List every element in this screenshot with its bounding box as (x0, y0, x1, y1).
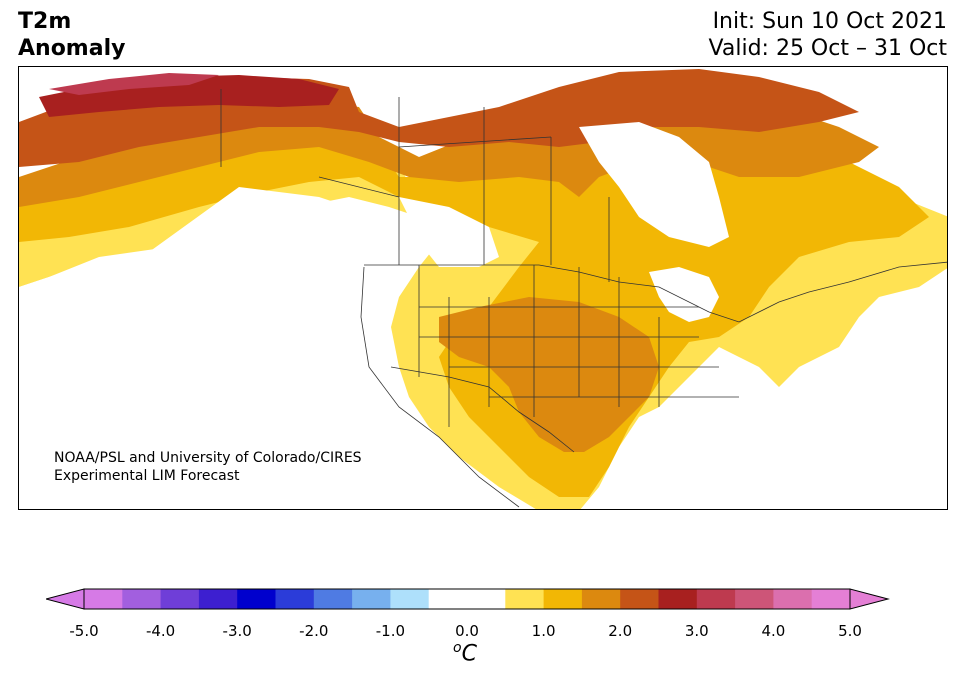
arctic-channels (349, 67, 499, 87)
valid-date: Valid: 25 Oct – 31 Oct (708, 36, 947, 61)
colorbar-bin (505, 589, 545, 609)
colorbar-bin (122, 589, 162, 609)
colorbar-frame (83, 588, 851, 610)
colorbar-tick-label: -4.0 (145, 622, 176, 640)
colorbar-bin (84, 589, 123, 609)
colorbar-bin (198, 589, 238, 609)
colorbar-bin (237, 589, 276, 609)
credit-line-1: NOAA/PSL and University of Colorado/CIRE… (54, 450, 362, 466)
colorbar-tick-label: -2.0 (299, 622, 329, 640)
colorbar-bin (735, 589, 774, 609)
colorbar-bin (467, 589, 506, 609)
colorbar-bin (275, 589, 315, 609)
canada-provinces (318, 97, 610, 282)
colorbar-unit: oC (453, 640, 477, 666)
init-date: Init: Sun 10 Oct 2021 (712, 9, 947, 34)
colorbar-bin (581, 589, 621, 609)
coastline (360, 261, 947, 508)
map-canvas (19, 67, 947, 509)
colorbar-tick-label: 4.0 (761, 622, 786, 640)
title-line-1: T2m (18, 9, 72, 34)
colorbar-under-arrow (46, 588, 85, 610)
atlantic (623, 317, 947, 509)
us-canada-border (364, 264, 850, 323)
colorbar-tick-label: 0.0 (455, 622, 479, 640)
political-borders (220, 89, 947, 508)
hudson-bay (579, 122, 729, 247)
colorbar-bin (313, 589, 353, 609)
colorbar-bin (543, 589, 583, 609)
map-title: T2m Anomaly (18, 8, 125, 62)
colorbar-bin (773, 589, 813, 609)
colorbar-bin (390, 589, 430, 609)
water-bodies (19, 67, 947, 509)
colorbar-bin (696, 589, 736, 609)
colorbar-bin (160, 589, 200, 609)
colorbar-tick-label: -5.0 (69, 622, 99, 640)
unit-letter: C (461, 641, 477, 667)
colorbar-bin (428, 589, 468, 609)
pacific-coast-white (19, 187, 487, 509)
us-states (418, 265, 739, 427)
colorbar (46, 588, 890, 610)
colorbar-over-arrow (849, 588, 890, 610)
colorbar-bin (811, 589, 851, 609)
anomaly-map (18, 66, 948, 510)
degree-symbol: o (453, 640, 462, 656)
data-credit: NOAA/PSL and University of Colorado/CIRE… (54, 449, 362, 485)
title-line-2: Anomaly (18, 36, 126, 61)
colorbar-tick-label: -3.0 (222, 622, 252, 640)
colorbar-bins (84, 589, 851, 609)
anomaly-level-1-5-central (439, 297, 659, 452)
north-central-white (399, 197, 499, 267)
colorbar-tick-label: 1.0 (531, 622, 556, 640)
us-mexico-border (390, 366, 575, 453)
credit-line-2: Experimental LIM Forecast (54, 468, 240, 484)
colorbar-tick-label: -1.0 (375, 622, 406, 640)
colorbar-bin (620, 589, 659, 609)
forecast-dates: Init: Sun 10 Oct 2021 Valid: 25 Oct – 31… (709, 8, 947, 62)
colorbar-bin (352, 589, 391, 609)
colorbar-bin (658, 589, 698, 609)
colorbar-tick-label: 3.0 (684, 622, 709, 640)
anomaly-level-3-0 (49, 73, 219, 95)
colorbar-tick-label: 5.0 (838, 622, 862, 640)
colorbar-tick-label: 2.0 (608, 622, 633, 640)
